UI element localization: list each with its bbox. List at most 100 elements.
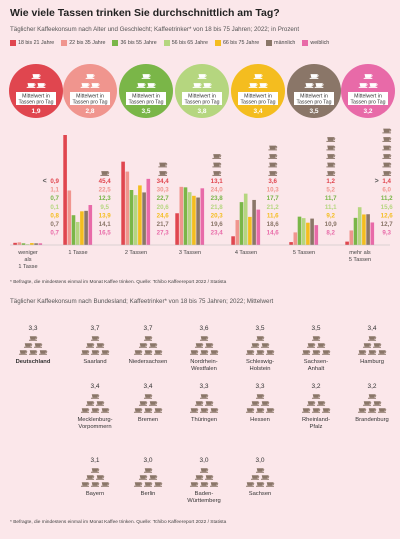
value-label: 15,6	[381, 204, 394, 211]
value-label: 21,7	[157, 221, 170, 228]
bar	[146, 178, 151, 245]
coffee-cup-icon	[306, 343, 316, 348]
coffee-cup-icon	[311, 336, 321, 341]
coffee-cup-icon	[367, 336, 377, 341]
coffee-cup-icon	[194, 401, 204, 406]
coffee-cup-icon	[28, 336, 38, 341]
value-label: 0,7	[50, 230, 59, 237]
coffee-cup-icon	[153, 350, 163, 355]
legend-label: 36 bis 55 Jahre	[120, 40, 157, 46]
value-label: 23,8	[211, 195, 224, 202]
coffee-cup-icon	[255, 394, 265, 399]
legend-item: 36 bis 55 Jahre	[112, 40, 157, 46]
legend-label: weiblich	[310, 40, 330, 46]
coffee-cup-icon	[85, 475, 95, 480]
coffee-cup-icon	[143, 468, 153, 473]
legend-swatch	[10, 40, 16, 46]
coffee-cup-icon	[209, 408, 219, 413]
coffee-cup-icon	[255, 350, 265, 355]
coffee-cup-icon	[189, 350, 199, 355]
bar	[133, 195, 138, 245]
value-label: 20,6	[157, 204, 170, 211]
value-label: 1,1	[50, 187, 59, 194]
value-label: 6,0	[382, 187, 391, 194]
category-label: 1 Tasse	[18, 264, 37, 270]
bar	[256, 209, 261, 245]
coffee-cup-icon	[148, 401, 158, 406]
coffee-cup-icon	[90, 350, 100, 355]
coffee-cup-icon	[357, 350, 367, 355]
coffee-cup-icon	[95, 401, 105, 406]
coffee-cup-icon	[189, 408, 199, 413]
circle-value: 3,5	[309, 108, 318, 115]
value-label: 11,6	[267, 212, 279, 219]
caption-box	[16, 92, 56, 105]
value-label: 19,6	[211, 221, 224, 228]
bar	[121, 161, 125, 245]
value-label: 14,6	[267, 230, 280, 237]
coffee-cup-icon	[362, 343, 372, 348]
circle-caption: Tassen pro Tag	[128, 100, 163, 106]
state-grid: 3,3 Deutschland 3,7 Saarland 3,7 Niedersachse…	[16, 325, 389, 504]
coffee-cup-icon	[368, 83, 378, 88]
legend-swatch	[61, 40, 68, 46]
bar	[84, 210, 88, 245]
coffee-cup-icon	[80, 482, 90, 487]
coffee-cup-icon	[248, 83, 258, 88]
coffee-cup-icon	[357, 408, 367, 413]
state-name: Brandenburg	[355, 417, 389, 423]
coffee-cup-icon	[199, 394, 209, 399]
coffee-cup-icon	[321, 408, 331, 413]
coffee-cup-icon	[245, 482, 255, 487]
coffee-cup-icon	[80, 350, 90, 355]
coffee-cup-icon	[199, 408, 209, 413]
value-label: 24,0	[211, 187, 224, 194]
legend-swatch	[163, 40, 170, 46]
coffee-cup-icon	[258, 83, 268, 88]
bar	[67, 190, 72, 245]
bar	[129, 190, 134, 245]
state-value: 3,4	[367, 325, 376, 332]
circle-caption: Mittelwert in	[76, 94, 104, 100]
coffee-cup-icon	[250, 401, 260, 406]
coffee-cup-icon	[209, 350, 219, 355]
state-value: 3,0	[255, 457, 264, 464]
coffee-cup-icon	[141, 74, 151, 79]
state-name: Vorpommern	[78, 424, 111, 430]
bar	[231, 236, 235, 245]
state-name: Baden-	[195, 491, 214, 497]
coffee-cup-icon	[23, 343, 33, 348]
circle-value: 3,4	[253, 108, 262, 115]
value-label: 12,7	[381, 221, 394, 228]
category-label: weniger	[17, 250, 38, 256]
state-name: Sachsen	[249, 491, 272, 497]
bar	[175, 213, 179, 245]
circle-caption: Mittelwert in	[244, 94, 272, 100]
legend-label: 56 bis 65 Jahre	[171, 40, 208, 46]
state-value: 3,0	[199, 457, 208, 464]
caption-box	[294, 92, 334, 105]
value-label: 12,3	[99, 195, 112, 202]
coffee-cup-icon	[316, 343, 326, 348]
bar	[200, 188, 205, 245]
bar	[179, 186, 184, 245]
coffee-cup-icon	[255, 468, 265, 473]
state-name: Anhalt	[308, 366, 325, 372]
overflow-marker: >	[375, 178, 379, 185]
state-name: Berlin	[141, 491, 156, 497]
coffee-cup-icon	[90, 83, 100, 88]
coffee-cup-icon	[260, 401, 270, 406]
value-label: 18,6	[267, 221, 280, 228]
bar	[192, 195, 196, 245]
value-label: 13,9	[99, 212, 112, 219]
coffee-cup-icon	[212, 162, 222, 168]
state-value: 3,3	[28, 325, 37, 332]
coffee-cup-icon	[85, 74, 95, 79]
footnote-chart: * Befragte, die mindestens einmal im Mon…	[10, 280, 227, 285]
coffee-cup-icon	[250, 475, 260, 480]
state-value: 3,4	[143, 383, 152, 390]
coffee-cup-icon	[309, 74, 319, 79]
coffee-cup-icon	[38, 350, 48, 355]
category-label: als	[24, 257, 31, 263]
